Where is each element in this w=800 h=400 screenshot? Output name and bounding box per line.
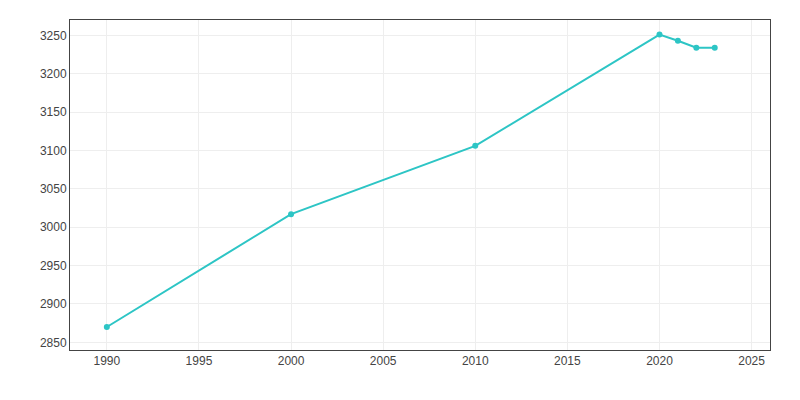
svg-text:3050: 3050 <box>40 182 67 196</box>
svg-text:3000: 3000 <box>40 220 67 234</box>
svg-text:2850: 2850 <box>40 336 67 350</box>
svg-text:3200: 3200 <box>40 67 67 81</box>
svg-text:2950: 2950 <box>40 259 67 273</box>
svg-text:3250: 3250 <box>40 29 67 43</box>
svg-text:1990: 1990 <box>93 354 120 368</box>
svg-text:2010: 2010 <box>462 354 489 368</box>
svg-text:3150: 3150 <box>40 105 67 119</box>
svg-text:2025: 2025 <box>738 354 765 368</box>
svg-text:2000: 2000 <box>278 354 305 368</box>
svg-text:2005: 2005 <box>370 354 397 368</box>
svg-text:2900: 2900 <box>40 297 67 311</box>
svg-text:3100: 3100 <box>40 144 67 158</box>
svg-text:2020: 2020 <box>646 354 673 368</box>
svg-text:1995: 1995 <box>186 354 213 368</box>
svg-text:2015: 2015 <box>554 354 581 368</box>
